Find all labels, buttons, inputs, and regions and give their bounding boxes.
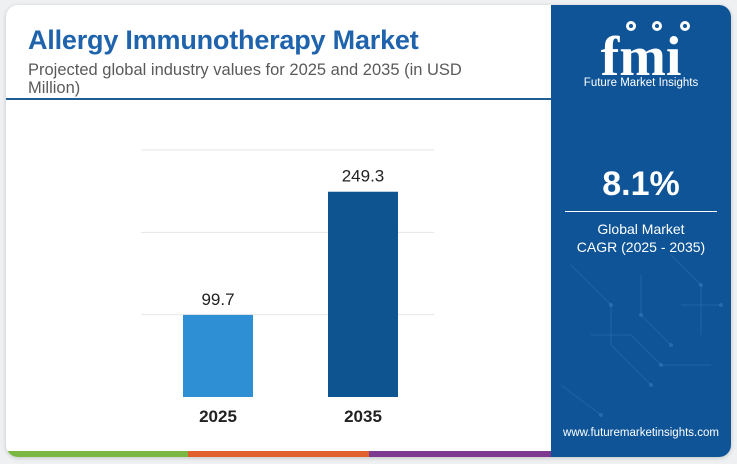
title-divider (6, 98, 551, 100)
bottom-bar-orange (187, 451, 370, 457)
cagr-label-line1: Global Market (597, 221, 685, 237)
fmi-logo: fmi (601, 21, 690, 88)
infographic-card: Allergy Immunotherapy Market Projected g… (6, 5, 731, 457)
bar-2025 (183, 314, 253, 397)
category-label-2025: 2025 (199, 407, 237, 426)
category-label-2035: 2035 (344, 407, 382, 426)
chart-title: Allergy Immunotherapy Market (28, 25, 419, 55)
cagr-label: Global Market CAGR (2025 - 2035) (551, 220, 731, 256)
logo-text: fmi (601, 26, 682, 88)
circuit-pattern (560, 254, 723, 417)
side-panel: fmi Future Market Insights 8.1% Global M… (551, 5, 731, 457)
bar-chart: 99.7 2025 249.3 2035 (141, 149, 434, 426)
chart-subtitle: Projected global industry values for 202… (28, 61, 462, 97)
cagr-label-line2: CAGR (2025 - 2035) (576, 239, 706, 255)
cagr-value: 8.1% (602, 165, 680, 203)
value-label-2025: 99.7 (201, 290, 234, 309)
bottom-bar-green (6, 451, 188, 457)
bottom-color-bar (6, 451, 552, 457)
value-label-2035: 249.3 (342, 167, 385, 186)
logo-caption: Future Market Insights (583, 77, 699, 89)
bar-2035 (328, 191, 398, 397)
cagr-divider (565, 211, 717, 212)
website-url: www.futuremarketinsights.com (563, 427, 719, 439)
bottom-bar-purple (369, 451, 552, 457)
